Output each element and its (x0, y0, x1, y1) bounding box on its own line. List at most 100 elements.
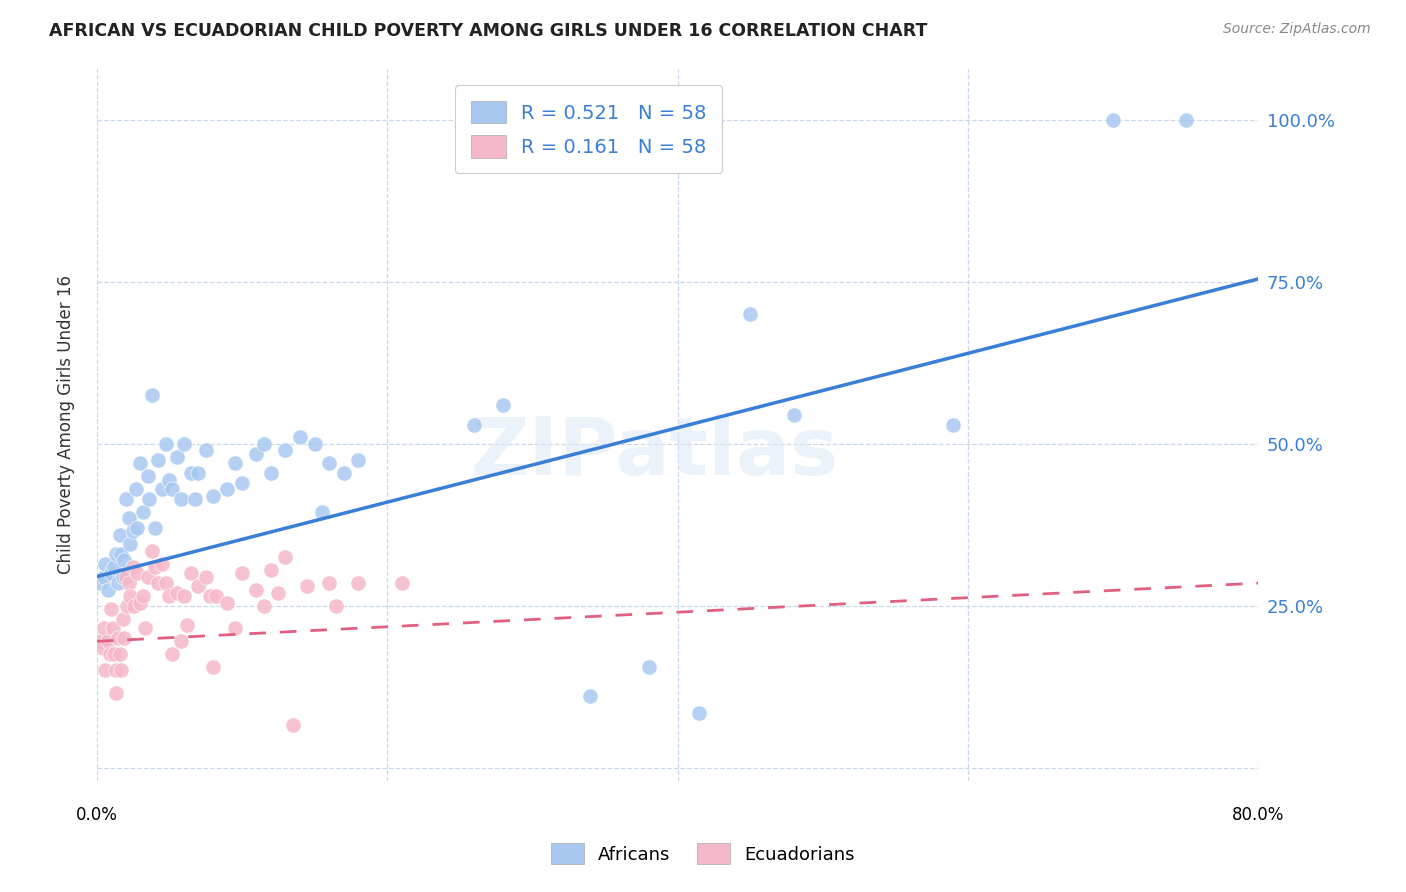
Point (97, 582, 120, 597)
Point (160, 482, 183, 496)
Point (112, 553, 135, 567)
Point (579, 690, 602, 704)
Point (124, 599, 146, 613)
Point (274, 550, 297, 565)
Point (91, 640, 114, 655)
Point (204, 589, 226, 603)
Point (120, 589, 142, 603)
Point (253, 599, 276, 613)
Point (111, 612, 134, 626)
Point (184, 491, 207, 506)
Point (1102, 113, 1125, 128)
Point (637, 660, 659, 674)
Point (122, 524, 145, 539)
Point (288, 430, 311, 444)
Point (688, 706, 710, 720)
Point (93, 569, 115, 583)
Point (104, 686, 127, 700)
Point (260, 466, 283, 480)
Point (217, 482, 239, 496)
Point (198, 589, 221, 603)
Point (118, 511, 141, 525)
Point (132, 505, 155, 519)
Text: ZIPatlas: ZIPatlas (470, 414, 838, 492)
Point (100, 602, 122, 616)
Point (194, 569, 217, 583)
Point (141, 543, 163, 558)
Point (173, 589, 195, 603)
Point (224, 621, 246, 635)
Point (391, 576, 413, 591)
Point (146, 576, 169, 591)
Point (132, 589, 155, 603)
Point (110, 547, 132, 561)
Point (304, 437, 326, 451)
Point (740, 308, 762, 322)
Point (492, 398, 515, 412)
Point (97, 634, 120, 648)
Point (160, 648, 183, 662)
Point (318, 456, 340, 470)
Point (120, 537, 142, 551)
Point (101, 621, 124, 635)
Point (318, 576, 340, 591)
Point (146, 453, 169, 467)
Point (245, 447, 267, 461)
Point (114, 491, 136, 506)
Point (150, 482, 173, 496)
Point (157, 473, 180, 487)
Point (166, 586, 188, 600)
Point (107, 576, 129, 591)
Point (100, 566, 122, 581)
Point (155, 437, 177, 451)
Point (180, 566, 202, 581)
Point (122, 560, 145, 574)
Point (143, 521, 166, 535)
Point (231, 475, 253, 490)
Point (108, 648, 131, 662)
Point (112, 631, 135, 645)
Text: AFRICAN VS ECUADORIAN CHILD POVERTY AMONG GIRLS UNDER 16 CORRELATION CHART: AFRICAN VS ECUADORIAN CHILD POVERTY AMON… (49, 22, 928, 40)
Point (253, 437, 276, 451)
Point (127, 566, 149, 581)
Point (347, 576, 370, 591)
Point (231, 566, 253, 581)
Point (108, 527, 131, 541)
Point (347, 453, 370, 467)
Text: 0.0%: 0.0% (76, 806, 118, 824)
Point (107, 631, 129, 645)
Point (129, 456, 152, 470)
Point (94, 557, 117, 571)
Point (138, 491, 160, 506)
Point (173, 437, 195, 451)
Point (129, 595, 152, 609)
Point (143, 560, 166, 574)
Point (127, 521, 149, 535)
Point (463, 417, 485, 432)
Point (170, 491, 193, 506)
Point (89, 576, 111, 591)
Point (311, 505, 333, 519)
Point (325, 599, 347, 613)
Point (267, 586, 290, 600)
Point (89, 634, 111, 648)
Point (134, 621, 156, 635)
Point (224, 456, 246, 470)
Y-axis label: Child Poverty Among Girls Under 16: Child Poverty Among Girls Under 16 (58, 275, 75, 574)
Point (281, 718, 304, 732)
Point (180, 466, 202, 480)
Text: Source: ZipAtlas.com: Source: ZipAtlas.com (1223, 22, 1371, 37)
Point (170, 634, 193, 648)
Legend: R = 0.521   N = 58, R = 0.161   N = 58: R = 0.521 N = 58, R = 0.161 N = 58 (456, 86, 723, 173)
Point (217, 595, 239, 609)
Point (187, 579, 209, 593)
Point (136, 569, 159, 583)
Point (187, 466, 209, 480)
Point (150, 557, 173, 571)
Point (157, 589, 180, 603)
Point (141, 388, 163, 402)
Point (297, 579, 319, 593)
Point (93, 621, 115, 635)
Point (155, 576, 177, 591)
Point (103, 648, 125, 662)
